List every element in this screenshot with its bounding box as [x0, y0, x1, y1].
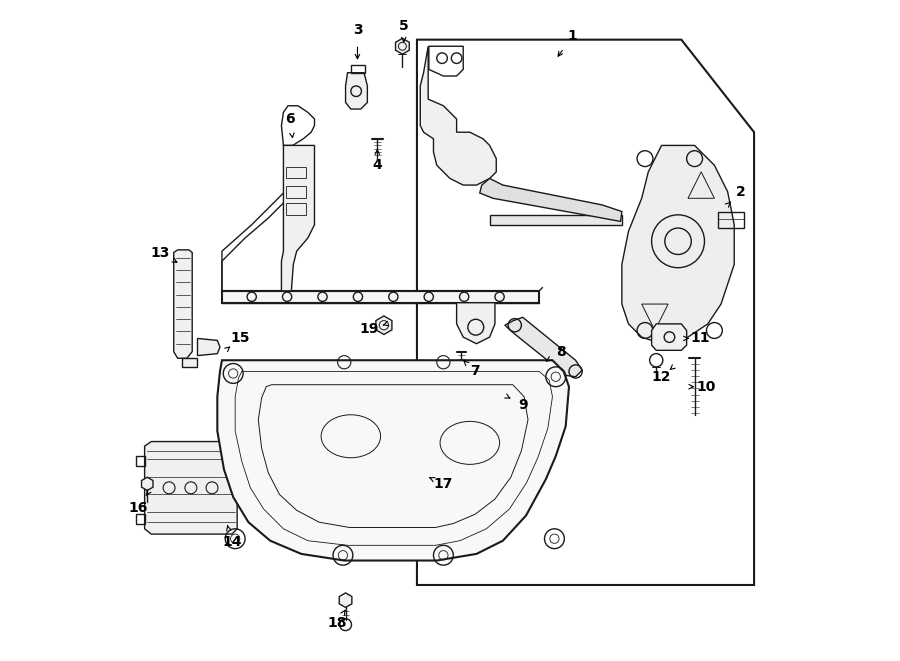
Polygon shape [622, 145, 734, 344]
Text: 6: 6 [285, 112, 295, 126]
Polygon shape [420, 46, 496, 185]
Polygon shape [145, 442, 238, 534]
Polygon shape [376, 316, 392, 334]
Polygon shape [222, 291, 539, 303]
Polygon shape [505, 317, 582, 377]
Polygon shape [456, 303, 495, 344]
Polygon shape [197, 338, 220, 356]
Polygon shape [183, 358, 197, 367]
Text: 19: 19 [360, 322, 379, 336]
Text: 17: 17 [434, 477, 453, 491]
Polygon shape [339, 593, 352, 607]
Polygon shape [217, 360, 569, 561]
Text: 16: 16 [129, 500, 148, 515]
Text: 1: 1 [567, 29, 577, 44]
Polygon shape [174, 250, 193, 358]
Text: 12: 12 [652, 369, 671, 384]
Polygon shape [141, 477, 153, 490]
Text: 13: 13 [151, 245, 170, 260]
Bar [286, 203, 306, 215]
Text: 3: 3 [353, 22, 363, 37]
Text: 7: 7 [471, 364, 480, 379]
Text: 15: 15 [230, 331, 250, 346]
Bar [286, 167, 306, 178]
Polygon shape [490, 215, 622, 225]
Polygon shape [652, 324, 687, 350]
Bar [351, 65, 365, 73]
Polygon shape [480, 178, 622, 221]
Text: 10: 10 [697, 379, 716, 394]
Text: 4: 4 [373, 158, 382, 173]
Polygon shape [346, 73, 367, 109]
Text: 5: 5 [399, 19, 409, 34]
Bar [286, 186, 306, 198]
Text: 11: 11 [690, 331, 709, 346]
Text: 2: 2 [736, 184, 746, 199]
Text: 8: 8 [556, 344, 566, 359]
Polygon shape [395, 38, 410, 54]
Polygon shape [417, 40, 754, 585]
Text: 9: 9 [518, 397, 527, 412]
Text: 18: 18 [328, 615, 347, 630]
Polygon shape [282, 145, 314, 291]
Text: 14: 14 [222, 535, 241, 549]
